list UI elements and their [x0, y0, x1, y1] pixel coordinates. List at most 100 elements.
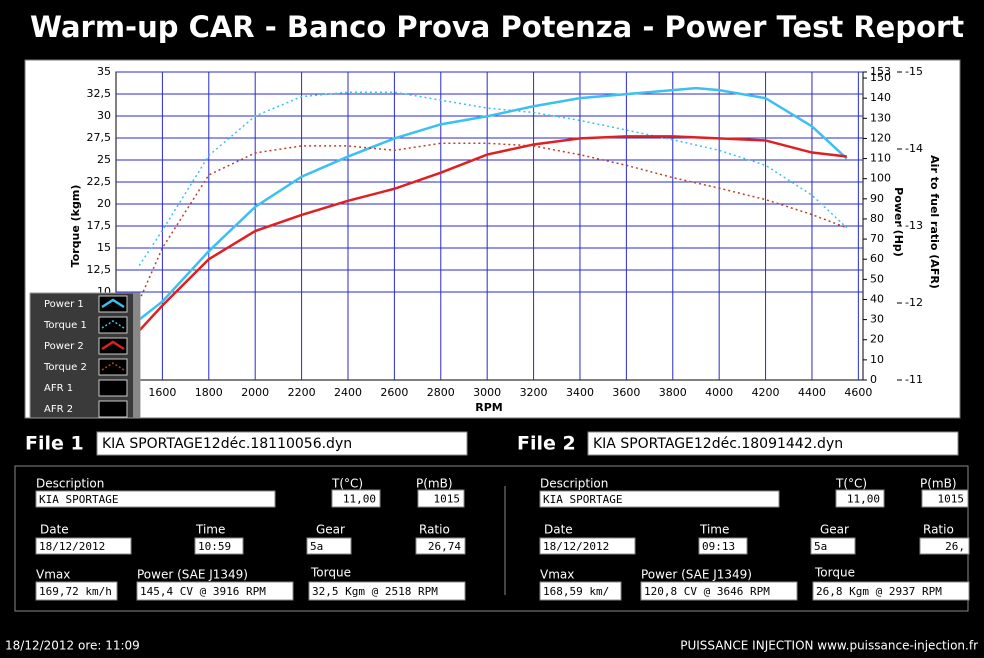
- field-label: P(mB): [920, 477, 957, 491]
- x-tick-label: 4400: [798, 386, 826, 399]
- legend-label: Power 2: [44, 341, 84, 352]
- field-label: P(mB): [416, 477, 453, 491]
- legend-symbol: [101, 362, 125, 371]
- legend-swatch: [98, 358, 128, 376]
- field-label: Time: [195, 523, 225, 537]
- y3-axis-label: Air to fuel ratio (AFR): [928, 155, 941, 289]
- y2-tick-label: 100: [870, 172, 891, 185]
- field-value: 18/12/2012: [543, 540, 609, 553]
- field-value: 120,8 CV @ 3646 RPM: [644, 585, 770, 598]
- field-box: [308, 581, 466, 601]
- report-title: Warm-up CAR - Banco Prova Potenza - Powe…: [30, 10, 964, 44]
- legend-swatch: [98, 400, 128, 418]
- field-box: [417, 489, 465, 508]
- y3-tick-label: -11: [905, 373, 923, 386]
- legend-label: AFR 2: [44, 404, 73, 415]
- field-label: Torque: [814, 566, 855, 580]
- legend-swatch: [98, 379, 128, 397]
- field-box: [921, 489, 969, 508]
- field-value: 11,00: [343, 493, 376, 506]
- y-tick-label: 30: [97, 109, 111, 122]
- x-tick-label: 2400: [334, 386, 362, 399]
- y2-tick-label: 150: [870, 71, 891, 84]
- field-value: KIA SPORTAGE: [39, 493, 118, 506]
- x-tick-label: 4600: [844, 386, 872, 399]
- y-tick-label: 35: [97, 65, 111, 78]
- x-tick-label: 2800: [427, 386, 455, 399]
- x-tick-label: 3400: [566, 386, 594, 399]
- field-value: 26,8 Kgm @ 2937 RPM: [816, 585, 942, 598]
- file-box: [587, 431, 959, 456]
- field-box: [810, 537, 856, 555]
- y-tick-label: 25: [97, 153, 111, 166]
- x-tick-label: 4200: [752, 386, 780, 399]
- x-tick-label: 1600: [148, 386, 176, 399]
- y3-tick-label: -15: [905, 65, 923, 78]
- field-label: Vmax: [36, 568, 70, 582]
- field-label: Date: [544, 523, 573, 537]
- field-box: [306, 537, 352, 555]
- field-label: Gear: [820, 523, 849, 537]
- field-box: [919, 537, 970, 555]
- y2-tick-label: 50: [870, 272, 884, 285]
- field-value: 11,00: [847, 493, 880, 506]
- y2-tick-label: 140: [870, 91, 891, 104]
- legend-symbol: [101, 320, 125, 329]
- field-value: 10:59: [198, 540, 231, 553]
- field-value: 26,74: [428, 540, 461, 553]
- field-label: Power (SAE J1349): [137, 568, 248, 582]
- field-value: KIA SPORTAGE: [543, 493, 622, 506]
- field-box: [539, 537, 636, 555]
- y2-tick-label: 20: [870, 333, 884, 346]
- field-value: 1015: [938, 493, 965, 506]
- field-label: Description: [36, 477, 104, 491]
- y3-tick-label: -12: [905, 296, 923, 309]
- y2-tick-label: 130: [870, 111, 891, 124]
- footer-date: 18/12/2012 ore: 11:09: [5, 639, 140, 653]
- legend: [29, 292, 141, 419]
- y3-tick-label: -14: [905, 142, 923, 155]
- field-value: 09:13: [702, 540, 735, 553]
- field-box: [136, 581, 294, 601]
- x-tick-label: 3600: [612, 386, 640, 399]
- y-tick-label: 27,5: [87, 131, 112, 144]
- y2-tick-label: 90: [870, 192, 884, 205]
- field-value: 32,5 Kgm @ 2518 RPM: [312, 585, 438, 598]
- legend-label: Torque 1: [43, 320, 87, 331]
- y-tick-label: 17,5: [87, 219, 112, 232]
- y3-tick-label: -13: [905, 219, 923, 232]
- legend-label: Power 1: [44, 299, 84, 310]
- field-value: 26,: [945, 540, 965, 553]
- y2-tick-label: 120: [870, 131, 891, 144]
- y2-tick-label: 70: [870, 232, 884, 245]
- field-value: 169,72 km/h: [39, 585, 112, 598]
- series-line: [138, 86, 848, 321]
- legend-swatch: [98, 316, 128, 334]
- x-tick-label: 3000: [473, 386, 501, 399]
- y2-tick-label: 0: [870, 373, 877, 386]
- y-tick-label: 20: [97, 197, 111, 210]
- field-box: [698, 537, 748, 555]
- series-line: [138, 91, 848, 267]
- field-box: [539, 490, 780, 508]
- footer-brand: PUISSANCE INJECTION www.puissance-inject…: [680, 639, 978, 653]
- field-value: 5a: [814, 540, 827, 553]
- y2-tick-label: 110: [870, 152, 891, 165]
- y2-tick-label: 40: [870, 292, 884, 305]
- field-box: [835, 489, 885, 508]
- x-tick-label: 3200: [520, 386, 548, 399]
- field-label: T(°C): [331, 477, 363, 491]
- field-box: [35, 490, 276, 508]
- y-axis-label: Torque (kgm): [69, 185, 82, 268]
- field-box: [35, 581, 118, 601]
- y2-tick-label: 153: [870, 65, 891, 78]
- field-box: [35, 537, 132, 555]
- legend-label: Torque 2: [43, 362, 87, 373]
- y-tick-label: 15: [97, 241, 111, 254]
- file-label: File 2: [517, 433, 576, 455]
- legend-symbol: [101, 298, 125, 309]
- x-axis-label: RPM: [475, 401, 502, 414]
- field-value: 5a: [310, 540, 323, 553]
